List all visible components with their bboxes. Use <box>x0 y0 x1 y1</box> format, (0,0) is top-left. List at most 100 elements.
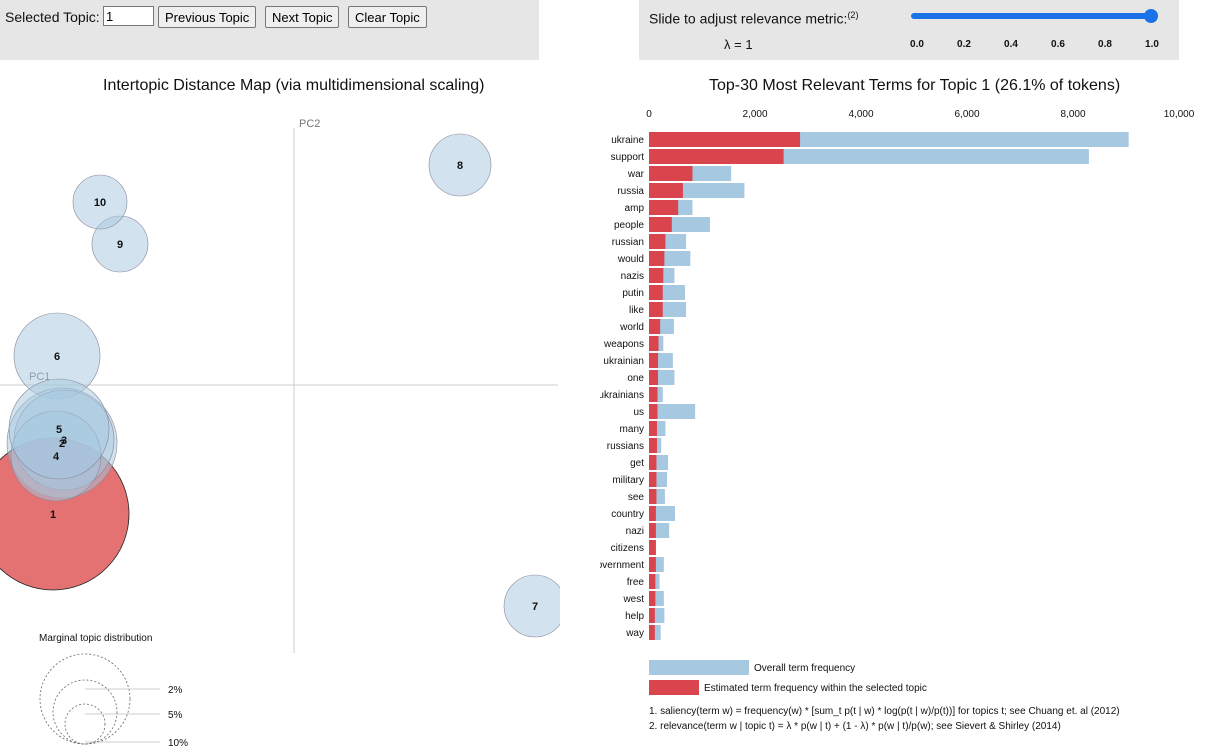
topic-frequency-bar[interactable] <box>649 251 665 266</box>
slider-track[interactable] <box>911 13 1151 19</box>
topic-circle-7[interactable] <box>503 574 560 638</box>
slider-thumb[interactable] <box>1144 9 1158 23</box>
topic-circle-8[interactable] <box>428 133 492 197</box>
term-label[interactable]: government <box>600 560 644 571</box>
term-row[interactable]: country <box>611 506 675 521</box>
term-label[interactable]: world <box>619 322 644 333</box>
term-row[interactable]: putin <box>622 285 686 300</box>
topic-frequency-bar[interactable] <box>649 472 657 487</box>
term-row[interactable]: ukraine <box>611 132 1129 147</box>
topic-frequency-bar[interactable] <box>649 625 655 640</box>
topic-frequency-bar[interactable] <box>649 387 658 402</box>
topic-frequency-bar[interactable] <box>649 370 659 385</box>
term-row[interactable]: amp <box>625 200 693 215</box>
term-row[interactable]: russian <box>612 234 687 249</box>
term-label[interactable]: would <box>617 254 644 265</box>
term-label[interactable]: help <box>625 611 644 622</box>
overall-frequency-bar[interactable] <box>649 404 696 419</box>
term-row[interactable]: see <box>628 489 665 504</box>
term-row[interactable]: ukrainians <box>600 387 663 402</box>
term-label[interactable]: citizens <box>611 543 644 554</box>
term-row[interactable]: nazis <box>621 268 675 283</box>
term-row[interactable]: way <box>625 625 661 640</box>
term-label[interactable]: us <box>633 407 644 418</box>
term-row[interactable]: government <box>600 557 664 572</box>
topic-circle-5[interactable] <box>8 378 110 480</box>
previous-topic-button[interactable]: Previous Topic <box>158 6 257 28</box>
topic-frequency-bar[interactable] <box>649 591 656 606</box>
topic-frequency-bar[interactable] <box>649 489 657 504</box>
term-label[interactable]: like <box>629 305 644 316</box>
topic-frequency-bar[interactable] <box>649 506 656 521</box>
topic-frequency-bar[interactable] <box>649 183 683 198</box>
term-row[interactable]: help <box>625 608 665 623</box>
topic-frequency-bar[interactable] <box>649 319 661 334</box>
term-row[interactable]: free <box>627 574 660 589</box>
term-label[interactable]: nazis <box>621 271 644 282</box>
topic-frequency-bar[interactable] <box>649 574 656 589</box>
topic-frequency-bar[interactable] <box>649 404 658 419</box>
term-row[interactable]: many <box>620 421 666 436</box>
topic-frequency-bar[interactable] <box>649 455 657 470</box>
term-row[interactable]: people <box>614 217 710 232</box>
term-label[interactable]: west <box>622 594 644 605</box>
term-row[interactable]: war <box>627 166 732 181</box>
topic-frequency-bar[interactable] <box>649 166 693 181</box>
term-label[interactable]: amp <box>625 203 645 214</box>
term-label[interactable]: ukrainians <box>600 390 644 401</box>
topic-frequency-bar[interactable] <box>649 200 679 215</box>
term-label[interactable]: support <box>611 152 645 163</box>
topic-frequency-bar[interactable] <box>649 268 664 283</box>
topic-frequency-bar[interactable] <box>649 421 657 436</box>
topic-frequency-bar[interactable] <box>649 217 672 232</box>
term-row[interactable]: ukrainian <box>603 353 673 368</box>
term-label[interactable]: weapons <box>603 339 644 350</box>
term-label[interactable]: get <box>630 458 644 469</box>
term-label[interactable]: nazi <box>626 526 644 537</box>
topic-frequency-bar[interactable] <box>649 149 784 164</box>
topic-frequency-bar[interactable] <box>649 608 655 623</box>
term-label[interactable]: ukraine <box>611 135 644 146</box>
topic-frequency-bar[interactable] <box>649 302 663 317</box>
term-row[interactable]: russia <box>617 183 745 198</box>
topic-frequency-bar[interactable] <box>649 540 656 555</box>
topic-frequency-bar[interactable] <box>649 336 659 351</box>
term-row[interactable]: like <box>629 302 687 317</box>
term-row[interactable]: west <box>622 591 664 606</box>
term-label[interactable]: war <box>627 169 645 180</box>
term-row[interactable]: world <box>619 319 674 334</box>
topic-frequency-bar[interactable] <box>649 234 666 249</box>
term-row[interactable]: one <box>627 370 675 385</box>
term-label[interactable]: see <box>628 492 645 503</box>
topic-frequency-bar[interactable] <box>649 353 659 368</box>
term-row[interactable]: would <box>617 251 691 266</box>
relevance-slider[interactable]: 0.0 0.2 0.4 0.6 0.8 1.0 <box>901 0 1181 60</box>
term-label[interactable]: free <box>627 577 645 588</box>
topic-frequency-bar[interactable] <box>649 438 657 453</box>
term-row[interactable]: nazi <box>626 523 670 538</box>
term-row[interactable]: support <box>611 149 1089 164</box>
clear-topic-button[interactable]: Clear Topic <box>348 6 427 28</box>
topic-frequency-bar[interactable] <box>649 557 656 572</box>
term-row[interactable]: weapons <box>603 336 664 351</box>
term-label[interactable]: way <box>625 628 644 639</box>
topic-frequency-bar[interactable] <box>649 132 801 147</box>
next-topic-button[interactable]: Next Topic <box>265 6 340 28</box>
topic-frequency-bar[interactable] <box>649 523 656 538</box>
term-row[interactable]: russians <box>607 438 662 453</box>
term-label[interactable]: people <box>614 220 644 231</box>
term-row[interactable]: military <box>612 472 668 487</box>
term-row[interactable]: get <box>630 455 669 470</box>
term-label[interactable]: one <box>627 373 644 384</box>
topic-circle-10[interactable] <box>72 174 128 230</box>
term-row[interactable]: citizens <box>611 540 656 555</box>
term-label[interactable]: ukrainian <box>603 356 644 367</box>
term-label[interactable]: country <box>611 509 644 520</box>
topic-frequency-bar[interactable] <box>649 285 663 300</box>
term-row[interactable]: us <box>633 404 696 419</box>
term-label[interactable]: russians <box>607 441 644 452</box>
term-label[interactable]: russian <box>612 237 644 248</box>
term-label[interactable]: russia <box>617 186 644 197</box>
term-label[interactable]: many <box>620 424 644 435</box>
term-label[interactable]: military <box>612 475 644 486</box>
